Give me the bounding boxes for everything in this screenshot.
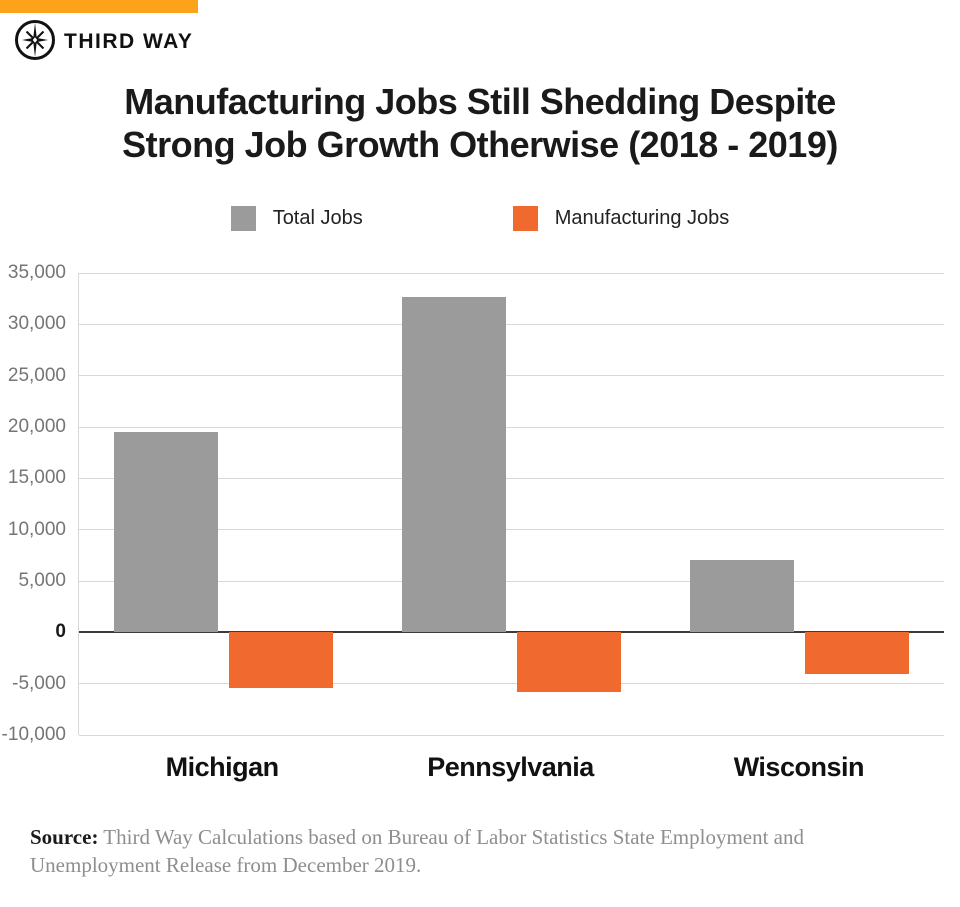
y-tick-label-5-000: 5,000: [18, 570, 66, 591]
source-text: Third Way Calculations based on Bureau o…: [30, 825, 804, 877]
gridline-20-000: [79, 426, 944, 428]
y-tick-label-5-000: -5,000: [12, 672, 66, 694]
bar-michigan-manufacturing-jobs: [228, 632, 333, 688]
bar-pennsylvania-manufacturing-jobs: [517, 632, 621, 692]
x-axis-labels: Michigan Pennsylvania Wisconsin: [78, 752, 943, 794]
y-tick-label-20-000: 20,000: [7, 416, 66, 437]
gridline-5-000: [79, 580, 944, 582]
y-tick-label-30-000: 30,000: [7, 313, 66, 335]
gridline-30-000: [79, 323, 944, 325]
y-tick-label-10-000: -10,000: [1, 724, 66, 745]
legend-item-manufacturing-jobs: Manufacturing Jobs: [512, 206, 730, 231]
source-label: Source:: [30, 825, 99, 849]
y-tick-label-10-000: 10,000: [7, 518, 66, 540]
legend-item-total-jobs: Total Jobs: [230, 206, 363, 231]
source-note: Source: Third Way Calculations based on …: [30, 823, 890, 879]
chart-title: Manufacturing Jobs Still Shedding Despit…: [0, 80, 960, 166]
gridline-25-000: [79, 375, 944, 377]
legend-label-total-jobs: Total Jobs: [272, 207, 363, 229]
gridline-35-000: [79, 273, 944, 274]
gridline-15-000: [79, 477, 944, 479]
y-tick-label-15-000: 15,000: [7, 467, 66, 489]
gridline-5-000: [79, 683, 944, 685]
bar-michigan-total-jobs: [113, 432, 218, 633]
legend-swatch-total-jobs: [230, 206, 256, 231]
plot-area: [78, 273, 944, 736]
brand-banner-bar: [0, 0, 198, 13]
brand-name: THIRD WAY: [64, 30, 194, 53]
y-tick-label-25-000: 25,000: [7, 364, 66, 386]
chart-title-line1: Manufacturing Jobs Still Shedding Despit…: [124, 81, 836, 122]
bar-wisconsin-total-jobs: [690, 560, 795, 633]
legend-label-manufacturing-jobs: Manufacturing Jobs: [554, 207, 730, 229]
compass-star-icon: [15, 20, 55, 60]
chart-legend: Total Jobs Manufacturing Jobs: [0, 206, 960, 231]
y-tick-label-35-000: 35,000: [7, 262, 66, 283]
x-label-wisconsin: Wisconsin: [733, 752, 865, 782]
bar-pennsylvania-total-jobs: [402, 296, 506, 633]
x-label-michigan: Michigan: [165, 752, 280, 782]
gridline-10-000: [79, 529, 944, 531]
zero-baseline: [79, 631, 944, 634]
y-tick-label-0: 0: [55, 621, 66, 643]
bar-wisconsin-manufacturing-jobs: [805, 632, 910, 675]
x-label-pennsylvania: Pennsylvania: [427, 752, 594, 782]
y-axis-labels: 35,000 30,000 25,000 20,000 15,000 10,000 5,00…: [0, 262, 66, 745]
chart-title-line2: Strong Job Growth Otherwise (2018 - 2019…: [122, 124, 838, 165]
gridline-10-000: [79, 734, 944, 736]
legend-swatch-manufacturing-jobs: [512, 206, 538, 231]
